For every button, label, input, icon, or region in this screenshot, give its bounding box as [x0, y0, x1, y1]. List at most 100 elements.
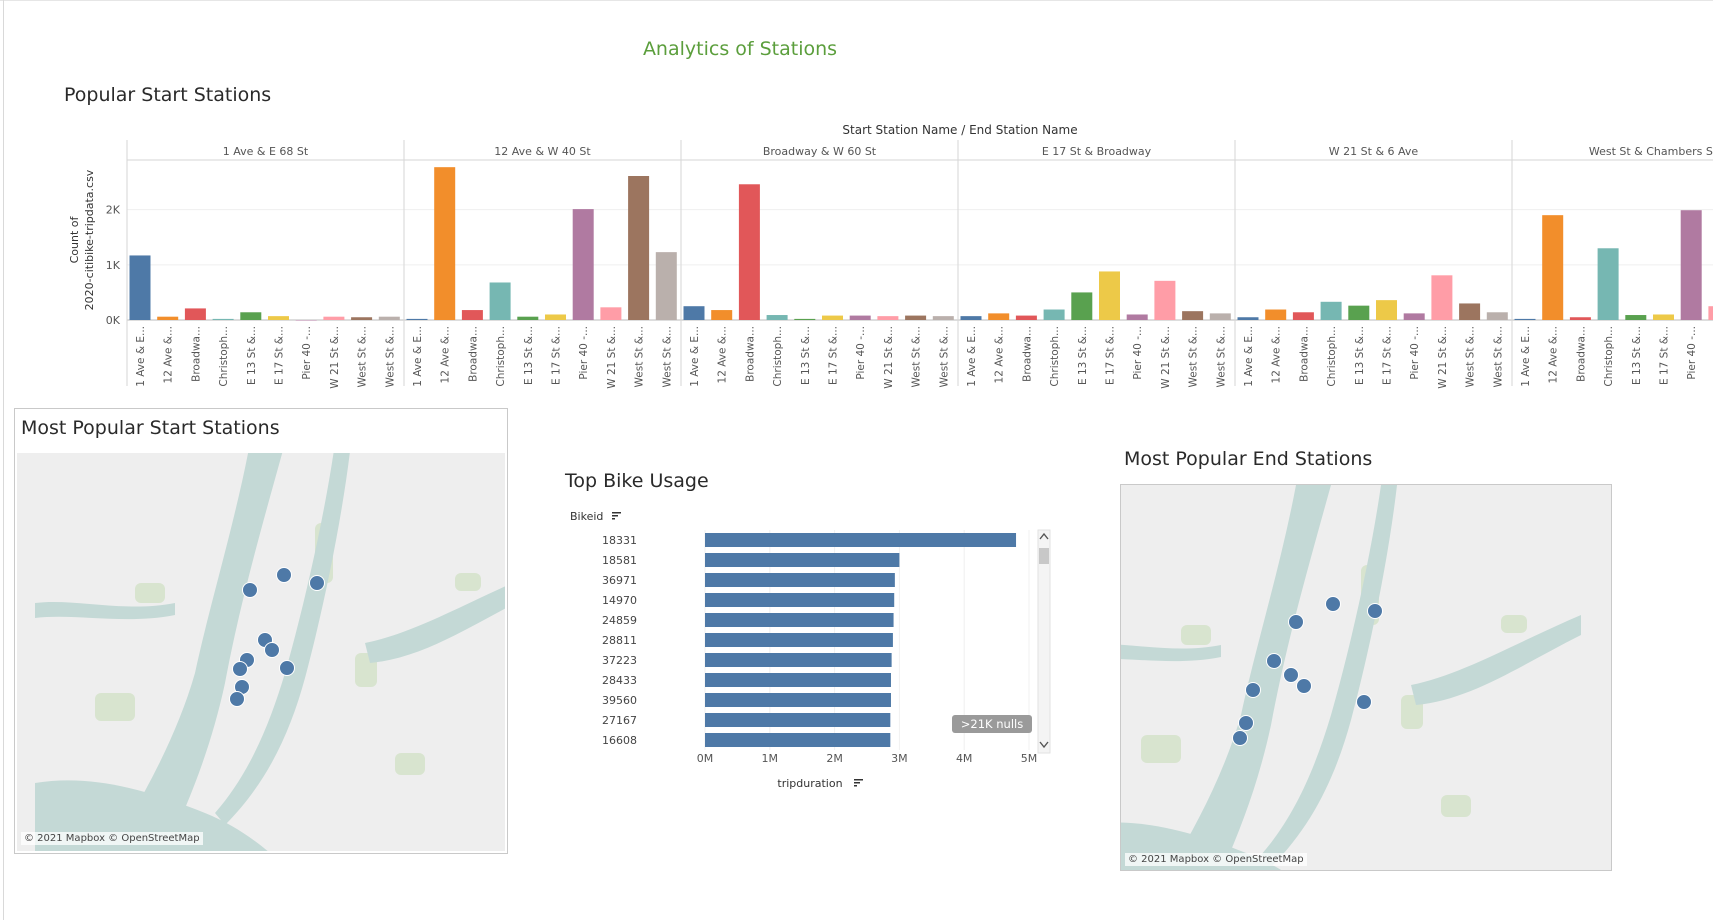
bar[interactable]	[1043, 309, 1065, 320]
bar[interactable]	[705, 653, 892, 667]
bar[interactable]	[1459, 303, 1481, 320]
bar[interactable]	[705, 713, 891, 727]
station-marker[interactable]	[1367, 603, 1383, 619]
bar[interactable]	[705, 613, 894, 627]
bar[interactable]	[600, 307, 622, 320]
bar[interactable]	[822, 315, 843, 320]
bar[interactable]	[572, 209, 594, 320]
bar[interactable]	[655, 252, 677, 320]
station-marker[interactable]	[1266, 653, 1282, 669]
panel-header[interactable]: 12 Ave & W 40 St	[494, 145, 591, 158]
bar[interactable]	[1569, 317, 1591, 320]
bar[interactable]	[1126, 314, 1148, 320]
scrollbar-thumb[interactable]	[1039, 548, 1049, 564]
station-marker[interactable]	[1288, 614, 1304, 630]
station-marker[interactable]	[309, 575, 325, 591]
bar[interactable]	[877, 316, 899, 320]
station-marker[interactable]	[264, 642, 280, 658]
bike-usage-chart[interactable]: Bikeid 0M 1M 2M 3M 4M 5M 18331 18581 36971 14970 24…	[560, 500, 1060, 800]
bar[interactable]	[1209, 313, 1231, 320]
bar[interactable]	[378, 316, 400, 320]
station-marker[interactable]	[232, 661, 248, 677]
station-marker[interactable]	[1245, 682, 1261, 698]
bar[interactable]	[545, 314, 566, 320]
bar[interactable]	[1099, 271, 1120, 320]
bar[interactable]	[738, 184, 760, 320]
bar[interactable]	[461, 310, 483, 320]
bar[interactable]	[705, 633, 893, 647]
bar[interactable]	[1514, 318, 1536, 320]
bar[interactable]	[406, 318, 428, 320]
bar[interactable]	[1015, 315, 1037, 320]
bar[interactable]	[1182, 311, 1204, 320]
nulls-badge-text[interactable]: >21K nulls	[961, 717, 1023, 731]
bar[interactable]	[157, 316, 179, 320]
station-marker[interactable]	[1232, 730, 1248, 746]
bar[interactable]	[351, 317, 373, 320]
bar[interactable]	[295, 320, 317, 321]
bar[interactable]	[1265, 309, 1287, 320]
bar[interactable]	[489, 282, 511, 320]
bar[interactable]	[628, 176, 650, 320]
end-map[interactable]	[1121, 485, 1611, 870]
bar[interactable]	[212, 318, 234, 320]
bar[interactable]	[240, 312, 262, 320]
bar[interactable]	[794, 318, 816, 320]
bar[interactable]	[184, 308, 206, 320]
bar[interactable]	[1237, 317, 1259, 320]
bar[interactable]	[932, 316, 954, 320]
panel-header[interactable]: 1 Ave & E 68 St	[223, 145, 309, 158]
bar[interactable]	[1431, 275, 1453, 320]
bar[interactable]	[766, 315, 788, 320]
bar[interactable]	[434, 167, 456, 320]
bar[interactable]	[705, 573, 895, 587]
bar[interactable]	[711, 310, 733, 320]
nulls-badge[interactable]	[952, 715, 1032, 733]
bar[interactable]	[1403, 313, 1425, 320]
bar[interactable]	[1653, 314, 1674, 320]
panel-header[interactable]: West St & Chambers St	[1589, 145, 1713, 158]
scrollbar-track[interactable]	[1037, 529, 1051, 754]
bar[interactable]	[960, 316, 982, 320]
station-marker[interactable]	[242, 582, 258, 598]
bar[interactable]	[1376, 300, 1397, 320]
station-marker[interactable]	[1356, 694, 1372, 710]
start-map-credit[interactable]: © 2021 Mapbox © OpenStreetMap	[21, 832, 203, 845]
sort-icon[interactable]	[854, 779, 863, 787]
station-marker[interactable]	[229, 691, 245, 707]
bar[interactable]	[268, 316, 289, 320]
bar[interactable]	[129, 255, 151, 320]
bar[interactable]	[988, 313, 1010, 320]
scroll-up-icon[interactable]	[1039, 532, 1049, 540]
bar[interactable]	[1708, 306, 1713, 320]
bar[interactable]	[705, 693, 891, 707]
bar[interactable]	[1320, 301, 1342, 320]
popular-start-chart[interactable]: Start Station Name / End Station Name Cou…	[60, 118, 1713, 393]
bar[interactable]	[705, 733, 891, 747]
bar[interactable]	[323, 316, 345, 320]
station-marker[interactable]	[1283, 667, 1299, 683]
bar[interactable]	[705, 593, 895, 607]
bar[interactable]	[849, 315, 871, 320]
bar[interactable]	[705, 553, 900, 567]
station-marker[interactable]	[1238, 715, 1254, 731]
panel-header[interactable]: E 17 St & Broadway	[1042, 145, 1152, 158]
bar[interactable]	[1154, 280, 1176, 320]
bar[interactable]	[517, 316, 539, 320]
station-marker[interactable]	[1296, 678, 1312, 694]
bar[interactable]	[1071, 292, 1093, 320]
bar[interactable]	[905, 315, 927, 320]
bar[interactable]	[1625, 315, 1647, 320]
bar[interactable]	[1597, 248, 1619, 320]
bar[interactable]	[705, 533, 1017, 547]
panel-header[interactable]: Broadway & W 60 St	[763, 145, 877, 158]
panel-header[interactable]: W 21 St & 6 Ave	[1329, 145, 1419, 158]
bar[interactable]	[1680, 210, 1702, 320]
bar[interactable]	[1292, 312, 1314, 320]
station-marker[interactable]	[1325, 596, 1341, 612]
start-map[interactable]	[17, 453, 505, 851]
scroll-down-icon[interactable]	[1039, 741, 1049, 749]
station-marker[interactable]	[279, 660, 295, 676]
bar[interactable]	[683, 306, 705, 320]
sort-icon[interactable]	[612, 512, 621, 520]
